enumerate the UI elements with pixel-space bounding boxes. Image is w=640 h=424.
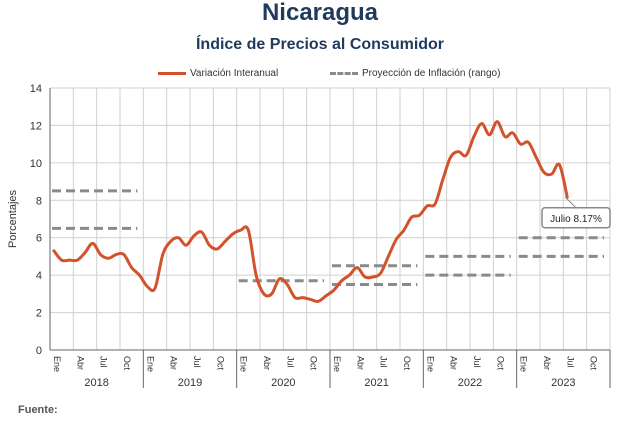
y-tick-label: 10 <box>30 158 42 170</box>
chart-legend: Variación Interanual Proyección de Infla… <box>0 68 640 82</box>
x-tick-label-month: Oct <box>215 356 225 371</box>
x-tick-label-month: Abr <box>169 356 179 370</box>
y-tick-label: 8 <box>36 195 42 207</box>
chart-title: Nicaragua <box>261 0 379 26</box>
x-tick-label-month: Ene <box>425 356 435 372</box>
series-line-interannual <box>52 120 569 303</box>
x-tick-label-month: Oct <box>122 356 132 371</box>
x-tick-label-year: 2019 <box>178 377 202 389</box>
legend-label-interannual: Variación Interanual <box>190 68 279 79</box>
x-tick-label-month: Abr <box>449 356 459 370</box>
x-tick-label-month: Ene <box>332 356 342 372</box>
x-tick-label-year: 2021 <box>364 377 388 389</box>
x-tick-label-month: Abr <box>542 356 552 370</box>
y-axis-label: Porcentajes <box>7 189 19 248</box>
legend-item-interannual: Variación Interanual <box>158 68 278 79</box>
legend-label-projection: Proyección de Inflación (rango) <box>362 68 501 79</box>
x-tick-label-month: Jul <box>565 356 575 368</box>
x-tick-label-year: 2018 <box>84 377 108 389</box>
x-tick-label-year: 2022 <box>458 377 482 389</box>
x-tick-label-year: 2020 <box>271 377 295 389</box>
y-tick-label: 6 <box>36 233 42 245</box>
x-tick-label-month: Ene <box>145 356 155 372</box>
y-tick-label: 2 <box>36 308 42 320</box>
legend-swatch-solid <box>158 71 186 75</box>
x-tick-label-month: Abr <box>355 356 365 370</box>
x-tick-label-month: Oct <box>402 356 412 371</box>
chart-subtitle: Índice de Precios al Consumidor <box>195 36 445 53</box>
x-tick-label-month: Ene <box>52 356 62 372</box>
y-tick-label: 0 <box>36 345 42 357</box>
x-tick-label-month: Abr <box>75 356 85 370</box>
legend-swatch-dashed <box>330 71 358 75</box>
y-tick-label: 4 <box>36 270 42 282</box>
x-tick-label-month: Abr <box>262 356 272 370</box>
y-tick-label: 14 <box>30 83 42 95</box>
x-tick-label-month: Oct <box>309 356 319 371</box>
x-tick-label-month: Ene <box>519 356 529 372</box>
source-note: Fuente: <box>18 404 58 416</box>
x-tick-label-month: Jul <box>99 356 109 368</box>
callout-label: Julio 8.17% <box>550 214 602 225</box>
x-tick-label-month: Jul <box>192 356 202 368</box>
x-tick-label-month: Jul <box>285 356 295 368</box>
callout-box <box>541 207 611 229</box>
legend-item-projection: Proyección de Inflación (rango) <box>330 68 500 79</box>
y-tick-label: 12 <box>30 120 42 132</box>
x-tick-label-year: 2023 <box>551 377 575 389</box>
callout-connector <box>564 196 577 209</box>
x-tick-label-month: Oct <box>589 356 599 371</box>
x-tick-label-month: Jul <box>379 356 389 368</box>
x-tick-label-month: Ene <box>239 356 249 372</box>
x-tick-label-month: Oct <box>495 356 505 371</box>
x-tick-label-month: Jul <box>472 356 482 368</box>
